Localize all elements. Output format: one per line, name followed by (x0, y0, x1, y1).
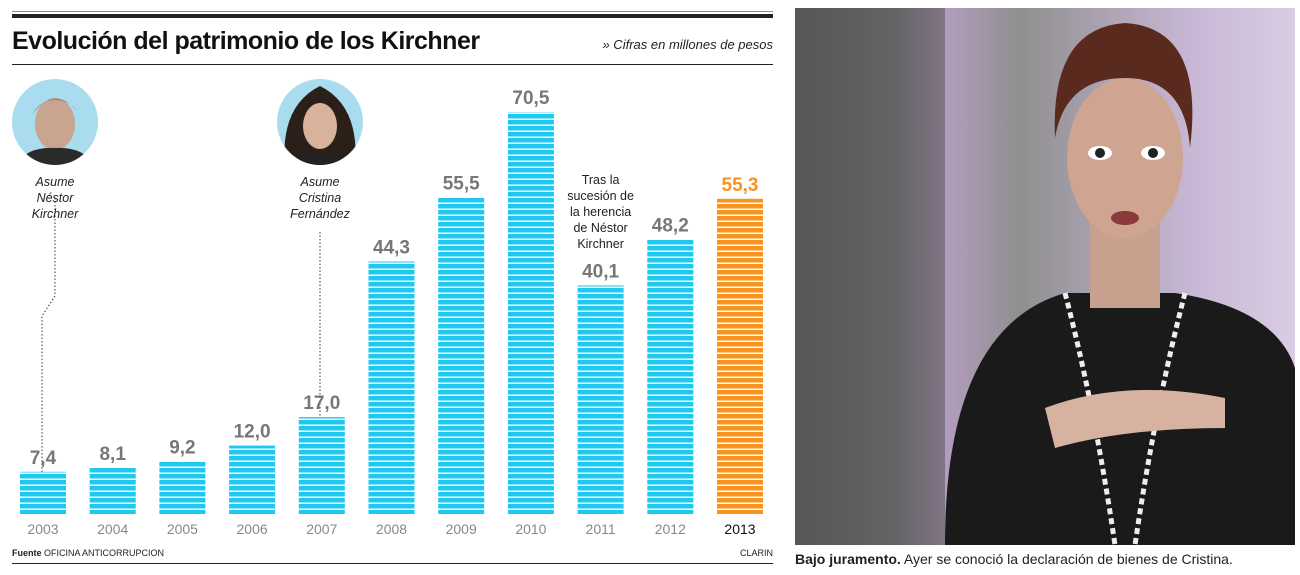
bar-2011 (577, 285, 624, 514)
tick-label-2007: 2007 (306, 521, 337, 537)
bar-2003 (20, 471, 66, 514)
value-label-2005: 9,2 (169, 438, 195, 459)
tick-label-2006: 2006 (237, 521, 268, 537)
unit-note: » Cifras en millones de pesos (602, 37, 773, 52)
source-note: Fuente OFICINA ANTICORRUPCION (12, 548, 164, 558)
annotation-2003-line: Kirchner (32, 207, 79, 221)
tick-label-2010: 2010 (515, 521, 546, 537)
bar-2008 (368, 261, 415, 514)
bar-2004 (89, 467, 136, 514)
top-rule-thin (12, 11, 773, 12)
bar-2012 (647, 239, 694, 514)
annotation-2003-line: Asume (35, 175, 75, 189)
tick-label-2003: 2003 (27, 521, 58, 537)
source-label: Fuente (12, 548, 42, 558)
news-photo (795, 8, 1295, 545)
brand-credit: CLARIN (740, 548, 774, 558)
value-label-2013: 55,3 (722, 175, 759, 196)
annotation-2007-line: Cristina (299, 191, 341, 205)
tick-label-2008: 2008 (376, 521, 407, 537)
top-rule-thick (12, 14, 773, 18)
value-label-2008: 44,3 (373, 237, 410, 258)
photo-caption: Bajo juramento. Ayer se conoció la decla… (795, 551, 1233, 567)
portrait-cristina (277, 79, 363, 165)
value-label-2004: 8,1 (99, 444, 126, 465)
tick-label-2013: 2013 (724, 521, 755, 537)
annotation-2007-line: Asume (300, 175, 340, 189)
annotation-2011-line: sucesión de (567, 189, 634, 203)
tick-label-2012: 2012 (655, 521, 686, 537)
caption-lead: Bajo juramento. (795, 551, 901, 567)
photo-illustration (795, 8, 1295, 545)
tick-label-2005: 2005 (167, 521, 198, 537)
bar-2010 (507, 112, 554, 515)
caption-text: Ayer se conoció la declaración de bienes… (900, 551, 1233, 567)
annotation-2011-line: de Néstor (573, 221, 627, 235)
value-label-2003: 7,4 (30, 448, 57, 469)
value-label-2012: 48,2 (652, 215, 689, 236)
value-label-2007: 17,0 (303, 393, 340, 414)
annotation-2011-line: la herencia (570, 205, 631, 219)
tick-label-2004: 2004 (97, 521, 128, 537)
tick-label-2009: 2009 (446, 521, 477, 537)
bar-2005 (159, 461, 206, 514)
bar-2006 (229, 445, 276, 514)
annotation-2011-line: Kirchner (577, 237, 624, 251)
bottom-rule (12, 563, 773, 564)
portrait-nestor (12, 79, 98, 165)
bar-2009 (438, 197, 485, 514)
leader-line-2003 (41, 198, 56, 476)
value-label-2009: 55,5 (443, 174, 480, 195)
value-label-2011: 40,1 (582, 261, 619, 282)
tick-label-2011: 2011 (586, 521, 616, 537)
value-label-2006: 12,0 (234, 422, 271, 443)
bar-chart: AsumeNéstorKirchnerAsumeCristinaFernánde… (12, 79, 763, 537)
chart-title: Evolución del patrimonio de los Kirchner (12, 27, 480, 55)
value-label-2010: 70,5 (512, 88, 549, 109)
annotation-2007-line: Fernández (290, 207, 351, 221)
title-rule (12, 64, 773, 65)
bar-2007 (298, 417, 345, 514)
annotation-2011-line: Tras la (582, 173, 620, 187)
bar-2013 (717, 198, 763, 515)
source-text: OFICINA ANTICORRUPCION (44, 548, 165, 558)
